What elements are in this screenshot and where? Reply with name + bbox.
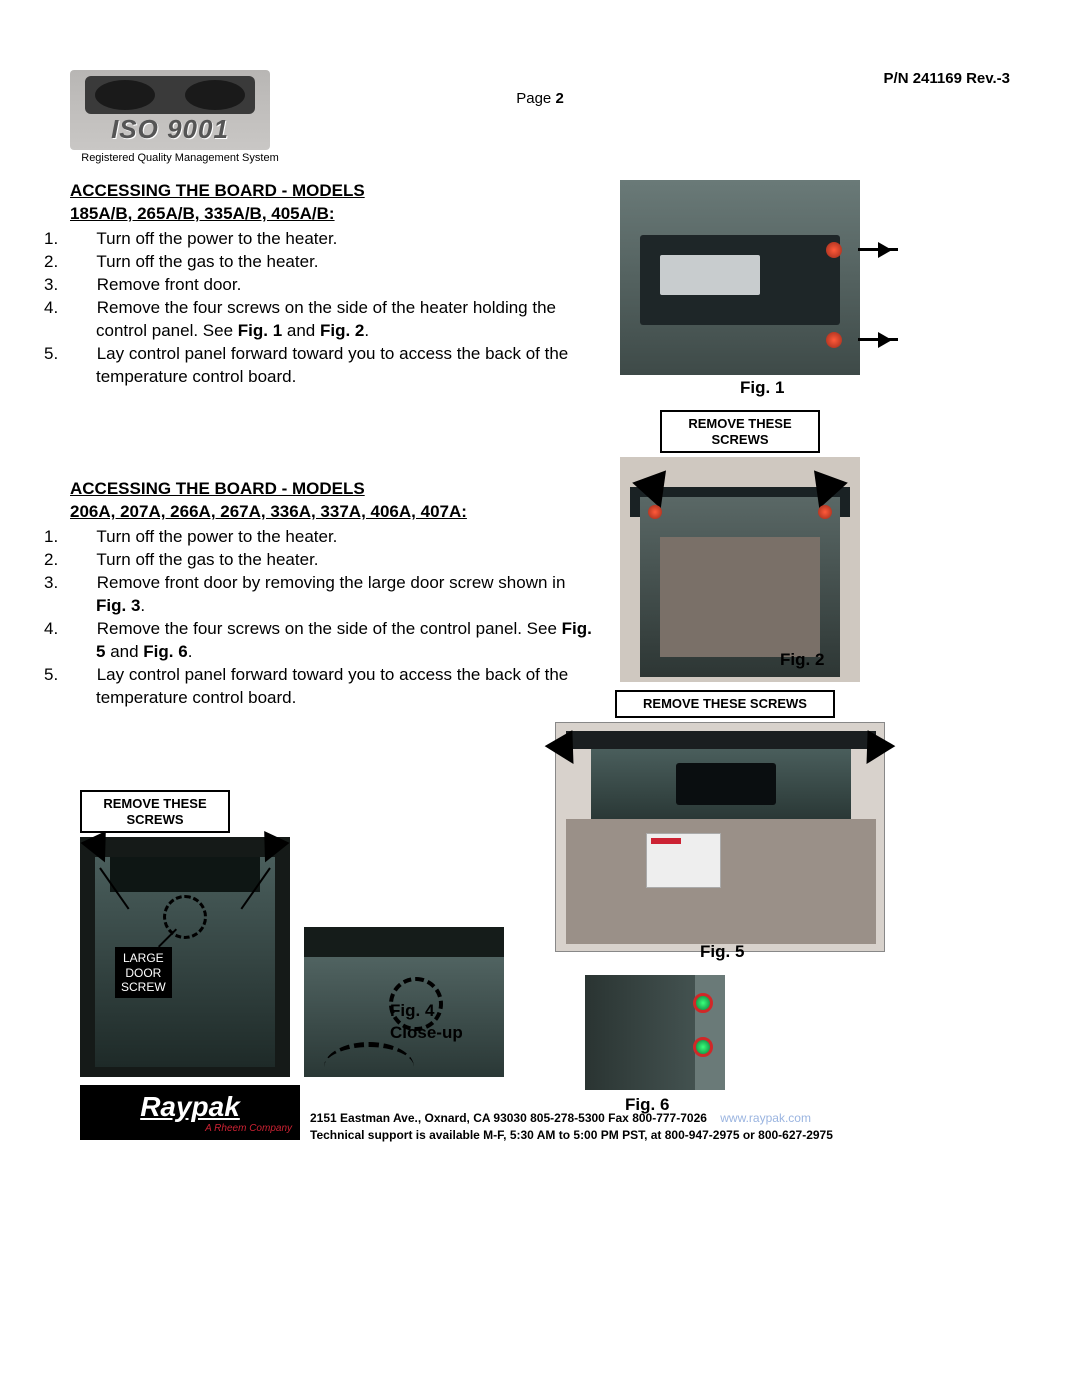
figure-2-photo (620, 457, 860, 682)
section2-title-l1: ACCESSING THE BOARD - MODELS (70, 479, 365, 498)
fig5-warning-label (646, 833, 721, 888)
fig5-callout: REMOVE THESE SCREWS (615, 690, 835, 718)
section2-title-l2: 206A, 207A, 266A, 267A, 336A, 337A, 406A… (70, 502, 467, 521)
page-num: 2 (555, 90, 563, 107)
iso-9001-text: ISO 9001 (111, 114, 229, 145)
step-item: 3. Remove front door by removing the lar… (70, 572, 600, 618)
fig6-screw-bottom (693, 1037, 713, 1057)
footer-address: 2151 Eastman Ave., Oxnard, CA 93030 805-… (310, 1111, 707, 1125)
step-item: 5. Lay control panel forward toward you … (70, 343, 600, 389)
step-item: 2. Turn off the gas to the heater. (70, 549, 600, 572)
raypak-logo-text: Raypak (140, 1091, 240, 1123)
fig3-top-panel (110, 857, 260, 892)
fig4-dashed-arc (324, 1042, 414, 1092)
figure-1-photo (620, 180, 860, 375)
step-item: 4. Remove the four screws on the side of… (70, 618, 600, 664)
raypak-logo: Raypak A Rheem Company (80, 1085, 300, 1140)
fig5-screen (676, 763, 776, 805)
fig4-label-a: Fig. 4 (390, 1001, 434, 1020)
fig5-interior (566, 819, 876, 944)
section1-title: ACCESSING THE BOARD - MODELS 185A/B, 265… (70, 180, 600, 226)
world-map-graphic (85, 76, 255, 114)
figure-3-photo: LARGE DOOR SCREW (80, 837, 290, 1077)
figure-1-label: Fig. 1 (740, 378, 784, 398)
section1-title-l1: ACCESSING THE BOARD - MODELS (70, 181, 365, 200)
figure-5-photo (555, 722, 885, 952)
iso-subtitle: Registered Quality Management System (70, 152, 290, 164)
step-item: 1. Turn off the power to the heater. (70, 228, 600, 251)
figure-2-wrap: REMOVE THESE SCREWS (590, 410, 890, 682)
fig1-control-panel (640, 235, 840, 325)
figure-3-4-wrap: REMOVE THESE SCREWS LARGE DOOR SCREW Fig… (80, 790, 510, 1105)
fig4-label-b: Close-up (390, 1023, 463, 1042)
footer-url[interactable]: www.raypak.com (720, 1111, 811, 1125)
fig1-arrow-top (858, 248, 898, 251)
page-label: Page (516, 90, 551, 107)
fig1-screw-bottom (826, 332, 842, 348)
section2-title: ACCESSING THE BOARD - MODELS 206A, 207A,… (70, 478, 600, 524)
step-item: 3. Remove front door. (70, 274, 600, 297)
fig4-top (304, 927, 504, 957)
fig3-callout: REMOVE THESE SCREWS (80, 790, 230, 833)
section2-steps: 1. Turn off the power to the heater.2. T… (70, 526, 600, 710)
part-number: P/N 241169 Rev.-3 (884, 70, 1010, 87)
raypak-logo-sub: A Rheem Company (205, 1123, 292, 1134)
page-header: ISO 9001 Registered Quality Management S… (70, 70, 1010, 160)
footer-support: Technical support is available M-F, 5:30… (310, 1128, 833, 1142)
step-item: 4. Remove the four screws on the side of… (70, 297, 600, 343)
figure-4-label: Fig. 4 Close-up (390, 1000, 463, 1044)
figure-5-wrap: REMOVE THESE SCREWS (555, 690, 890, 952)
fig1-display (660, 255, 760, 295)
iso-logo: ISO 9001 (70, 70, 270, 150)
fig6-screw-top (693, 993, 713, 1013)
fig1-arrow-bottom (858, 338, 898, 341)
footer-text: 2151 Eastman Ave., Oxnard, CA 93030 805-… (310, 1110, 1000, 1144)
figure-2-label: Fig. 2 (780, 650, 824, 670)
step-item: 2. Turn off the gas to the heater. (70, 251, 600, 274)
fig2-callout: REMOVE THESE SCREWS (660, 410, 820, 453)
fig1-screw-top (826, 242, 842, 258)
left-column: ACCESSING THE BOARD - MODELS 185A/B, 265… (70, 180, 600, 710)
section1-steps: 1. Turn off the power to the heater.2. T… (70, 228, 600, 389)
figure-6-photo (585, 975, 725, 1090)
fig2-interior (660, 537, 820, 657)
figure-5-label: Fig. 5 (700, 942, 744, 962)
step-item: 5. Lay control panel forward toward you … (70, 664, 600, 710)
fig6-edge (695, 975, 725, 1090)
step-item: 1. Turn off the power to the heater. (70, 526, 600, 549)
page-number: Page 2 (516, 90, 564, 107)
section1-title-l2: 185A/B, 265A/B, 335A/B, 405A/B: (70, 204, 335, 223)
fig5-top-bar (566, 731, 876, 749)
fig3-large-door-screw-tag: LARGE DOOR SCREW (115, 947, 172, 998)
